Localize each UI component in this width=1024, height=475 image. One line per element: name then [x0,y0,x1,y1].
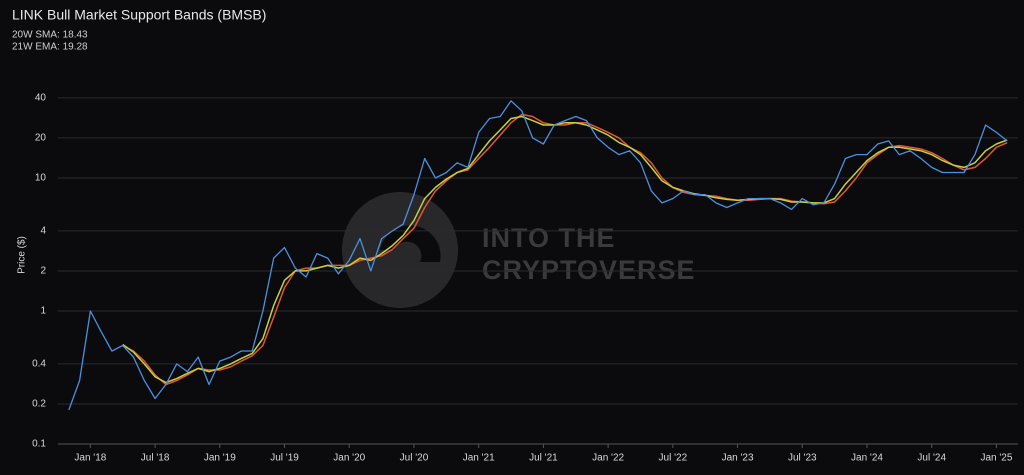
watermark-logo [342,192,458,308]
legend-entry: 21W EMA: 19.28 [12,42,88,53]
y-tick-label: 0.4 [32,359,46,370]
x-tick-label: Jan '25 [980,453,1012,464]
chart-title: LINK Bull Market Support Bands (BMSB) [12,7,266,23]
x-tick-label: Jul '21 [529,453,558,464]
x-tick-label: Jul '19 [270,453,299,464]
y-tick-label: 0.2 [32,399,46,410]
x-tick-label: Jul '22 [659,453,688,464]
watermark: CRYPTOVERSE [482,255,696,285]
y-axis-label: Price ($) [17,236,28,274]
x-tick-label: Jan '18 [74,453,106,464]
y-tick-label: 10 [35,173,47,184]
x-tick-label: Jul '20 [400,453,429,464]
x-tick-label: Jan '24 [851,453,883,464]
x-tick-label: Jan '20 [333,453,365,464]
x-tick-label: Jul '23 [788,453,817,464]
y-tick-label: 1 [40,306,46,317]
y-tick-label: 2 [40,266,46,277]
x-tick-label: Jul '18 [141,453,170,464]
y-tick-label: 0.1 [32,439,46,450]
series-line [122,115,1008,384]
watermark: INTO THE [482,223,616,253]
legend-entry: 20W SMA: 18.43 [12,30,88,41]
y-tick-label: 40 [35,93,47,104]
series-line [68,100,1008,411]
x-tick-label: Jan '21 [463,453,495,464]
series-line [122,113,1008,386]
y-tick-label: 20 [35,133,47,144]
x-tick-label: Jan '19 [204,453,236,464]
y-tick-label: 4 [40,226,46,237]
x-tick-label: Jan '22 [592,453,624,464]
x-tick-label: Jul '24 [917,453,946,464]
x-tick-label: Jan '23 [722,453,754,464]
